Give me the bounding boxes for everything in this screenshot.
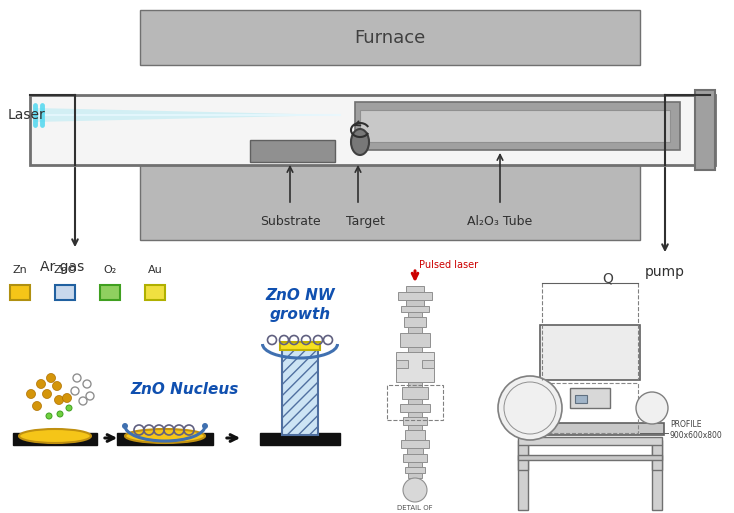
- FancyBboxPatch shape: [10, 285, 30, 300]
- FancyBboxPatch shape: [575, 395, 587, 403]
- FancyBboxPatch shape: [408, 412, 422, 417]
- FancyBboxPatch shape: [140, 165, 640, 240]
- FancyBboxPatch shape: [401, 440, 429, 448]
- FancyBboxPatch shape: [405, 430, 425, 440]
- FancyBboxPatch shape: [407, 448, 423, 454]
- FancyBboxPatch shape: [408, 425, 422, 430]
- FancyBboxPatch shape: [400, 404, 430, 412]
- FancyBboxPatch shape: [695, 90, 715, 170]
- Circle shape: [54, 396, 64, 404]
- Circle shape: [636, 392, 668, 424]
- FancyBboxPatch shape: [403, 454, 427, 462]
- Polygon shape: [35, 108, 340, 122]
- FancyBboxPatch shape: [145, 285, 165, 300]
- Circle shape: [57, 411, 63, 417]
- Text: Target: Target: [346, 215, 385, 228]
- Ellipse shape: [19, 429, 91, 443]
- FancyBboxPatch shape: [652, 440, 662, 470]
- FancyBboxPatch shape: [355, 102, 680, 150]
- FancyBboxPatch shape: [518, 445, 528, 510]
- Circle shape: [46, 413, 52, 419]
- Circle shape: [62, 393, 71, 403]
- FancyBboxPatch shape: [408, 312, 422, 317]
- FancyBboxPatch shape: [405, 467, 425, 473]
- Text: ZnO Nucleus: ZnO Nucleus: [131, 383, 239, 398]
- Text: Pulsed laser: Pulsed laser: [419, 260, 478, 270]
- FancyBboxPatch shape: [402, 387, 428, 399]
- Circle shape: [46, 373, 56, 383]
- Circle shape: [122, 423, 128, 429]
- FancyBboxPatch shape: [408, 382, 422, 387]
- Text: Furnace: Furnace: [355, 29, 426, 47]
- Ellipse shape: [351, 129, 369, 155]
- Text: Zn: Zn: [12, 265, 27, 275]
- Text: pump: pump: [645, 265, 685, 279]
- FancyBboxPatch shape: [406, 286, 424, 292]
- FancyBboxPatch shape: [422, 360, 434, 368]
- Circle shape: [37, 380, 46, 388]
- Circle shape: [26, 389, 35, 399]
- Text: Q: Q: [603, 271, 614, 285]
- FancyBboxPatch shape: [398, 292, 432, 300]
- Circle shape: [43, 389, 51, 399]
- Circle shape: [498, 376, 562, 440]
- FancyBboxPatch shape: [518, 440, 528, 470]
- FancyBboxPatch shape: [117, 433, 213, 445]
- FancyBboxPatch shape: [540, 325, 640, 380]
- Circle shape: [66, 405, 72, 411]
- FancyBboxPatch shape: [100, 285, 120, 300]
- Text: ZnO NW
growth: ZnO NW growth: [265, 288, 335, 322]
- FancyBboxPatch shape: [55, 285, 75, 300]
- Text: Al₂O₃ Tube: Al₂O₃ Tube: [468, 215, 533, 228]
- FancyBboxPatch shape: [517, 423, 664, 435]
- FancyBboxPatch shape: [400, 333, 430, 347]
- FancyBboxPatch shape: [570, 388, 610, 408]
- Text: Substrate: Substrate: [260, 215, 320, 228]
- Text: Au: Au: [148, 265, 162, 275]
- Text: ZnO: ZnO: [54, 265, 77, 275]
- FancyBboxPatch shape: [408, 473, 422, 478]
- Text: Ar gas: Ar gas: [40, 260, 84, 274]
- Circle shape: [32, 402, 42, 410]
- Ellipse shape: [125, 429, 205, 443]
- FancyBboxPatch shape: [280, 342, 320, 350]
- Circle shape: [53, 382, 62, 390]
- Text: DETAIL OF: DETAIL OF: [397, 505, 433, 511]
- FancyBboxPatch shape: [282, 345, 318, 435]
- FancyBboxPatch shape: [403, 417, 427, 425]
- FancyBboxPatch shape: [518, 455, 662, 460]
- FancyBboxPatch shape: [404, 317, 426, 327]
- FancyBboxPatch shape: [401, 306, 429, 312]
- FancyBboxPatch shape: [406, 300, 424, 306]
- FancyBboxPatch shape: [30, 95, 715, 165]
- FancyBboxPatch shape: [13, 433, 97, 445]
- Text: PROFILE
900x600x800: PROFILE 900x600x800: [670, 420, 723, 440]
- FancyBboxPatch shape: [250, 140, 335, 162]
- FancyBboxPatch shape: [652, 445, 662, 510]
- FancyBboxPatch shape: [396, 352, 434, 382]
- FancyBboxPatch shape: [408, 462, 422, 467]
- FancyBboxPatch shape: [408, 347, 422, 352]
- FancyBboxPatch shape: [140, 10, 640, 65]
- FancyBboxPatch shape: [518, 437, 662, 445]
- FancyBboxPatch shape: [408, 327, 422, 333]
- FancyBboxPatch shape: [408, 399, 422, 404]
- FancyBboxPatch shape: [396, 360, 408, 368]
- Circle shape: [403, 478, 427, 502]
- Text: Laser: Laser: [8, 108, 46, 122]
- Circle shape: [202, 423, 208, 429]
- FancyBboxPatch shape: [260, 433, 340, 445]
- FancyBboxPatch shape: [360, 110, 670, 142]
- Text: O₂: O₂: [103, 265, 117, 275]
